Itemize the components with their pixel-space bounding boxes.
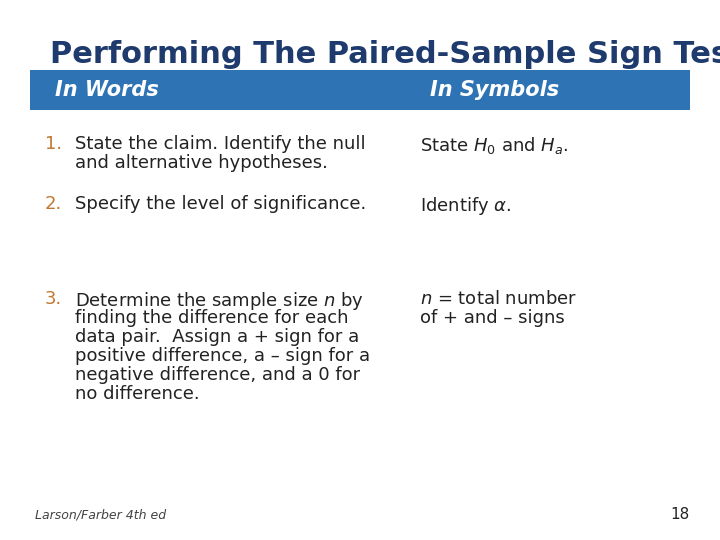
Text: Larson/Farber 4th ed: Larson/Farber 4th ed: [35, 509, 166, 522]
Text: of + and – signs: of + and – signs: [420, 309, 564, 327]
Text: State the claim. Identify the null: State the claim. Identify the null: [75, 135, 366, 153]
Text: no difference.: no difference.: [75, 385, 199, 403]
Text: Performing The Paired-Sample Sign Test: Performing The Paired-Sample Sign Test: [50, 40, 720, 69]
Text: In Words: In Words: [55, 80, 158, 100]
Text: 18: 18: [671, 507, 690, 522]
Text: data pair.  Assign a + sign for a: data pair. Assign a + sign for a: [75, 328, 359, 346]
Text: negative difference, and a 0 for: negative difference, and a 0 for: [75, 366, 360, 384]
Text: Determine the sample size $n$ by: Determine the sample size $n$ by: [75, 290, 364, 312]
Text: 2.: 2.: [45, 195, 62, 213]
Bar: [30, 70, 690, 110]
Text: $n$ = total number: $n$ = total number: [420, 290, 577, 308]
Text: positive difference, a – sign for a: positive difference, a – sign for a: [75, 347, 370, 365]
Text: Specify the level of significance.: Specify the level of significance.: [75, 195, 366, 213]
Text: 3.: 3.: [45, 290, 62, 308]
Text: and alternative hypotheses.: and alternative hypotheses.: [75, 154, 328, 172]
Text: Identify $\alpha$.: Identify $\alpha$.: [420, 195, 512, 217]
Text: In Symbols: In Symbols: [430, 80, 559, 100]
Text: finding the difference for each: finding the difference for each: [75, 309, 348, 327]
Text: 1.: 1.: [45, 135, 62, 153]
Text: State $H_0$ and $H_a$.: State $H_0$ and $H_a$.: [420, 135, 568, 156]
